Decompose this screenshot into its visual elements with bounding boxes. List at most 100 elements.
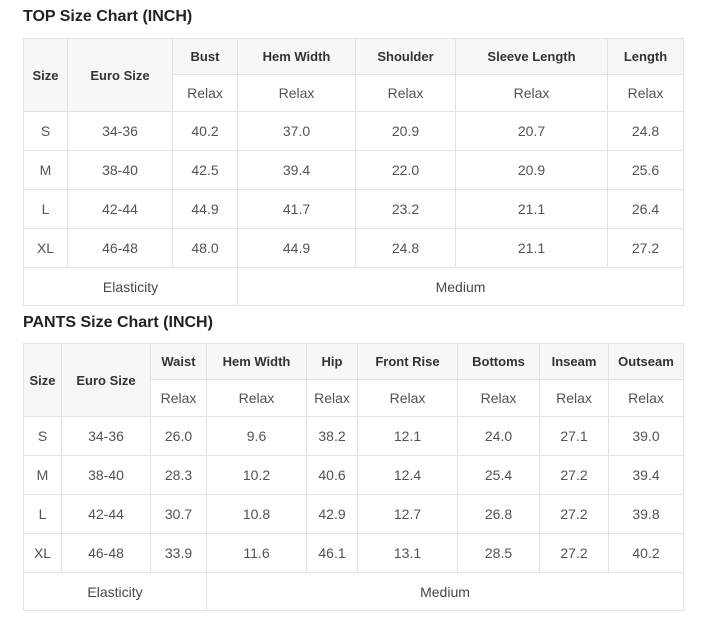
top-header-row: Size Euro Size Bust Hem Width Shoulder S… [23,38,684,112]
measurement-cell: 26.4 [607,189,684,229]
measurement-cell: 40.2 [172,111,238,151]
size-cell: M [23,150,68,190]
euro-size-cell: 46-48 [61,533,151,573]
fit-type-cell: Relax [206,379,307,417]
measurement-cell: 39.8 [608,494,684,534]
column-header-bust: Bust [172,38,238,75]
measurement-cell: 23.2 [355,189,456,229]
measurement-cell: 25.6 [607,150,684,190]
measurement-cell: 21.1 [455,189,608,229]
table-row: S 34-36 26.0 9.6 38.2 12.1 24.0 27.1 39.… [23,416,684,456]
measurement-cell: 27.2 [607,228,684,268]
measurement-cell: 20.7 [455,111,608,151]
measurement-cell: 27.1 [539,416,609,456]
measurement-cell: 24.8 [355,228,456,268]
column-header-hem-width: Hem Width [206,343,307,380]
measurement-cell: 44.9 [172,189,238,229]
measurement-cell: 10.8 [206,494,307,534]
size-cell: L [23,494,62,534]
measurement-cell: 27.2 [539,455,609,495]
table-row: XL 46-48 33.9 11.6 46.1 13.1 28.5 27.2 4… [23,533,684,573]
column-header-outseam: Outseam [608,343,684,380]
euro-size-cell: 34-36 [67,111,173,151]
column-header-bottoms: Bottoms [457,343,540,380]
euro-size-cell: 38-40 [67,150,173,190]
column-header-hip: Hip [306,343,358,380]
fit-type-cell: Relax [357,379,458,417]
euro-size-cell: 46-48 [67,228,173,268]
column-header-size: Size [23,343,62,417]
measurement-cell: 39.0 [608,416,684,456]
euro-size-cell: 42-44 [67,189,173,229]
measurement-cell: 40.2 [608,533,684,573]
measurement-cell: 12.4 [357,455,458,495]
column-header-hem-width: Hem Width [237,38,356,75]
fit-type-cell: Relax [539,379,609,417]
euro-size-cell: 38-40 [61,455,151,495]
elasticity-value: Medium [206,572,684,611]
column-header-shoulder: Shoulder [355,38,456,75]
top-chart-title: TOP Size Chart (INCH) [23,8,193,25]
measurement-cell: 42.5 [172,150,238,190]
size-cell: L [23,189,68,229]
fit-type-cell: Relax [150,379,207,417]
pants-chart-title: PANTS Size Chart (INCH) [23,314,213,331]
table-row: M 38-40 28.3 10.2 40.6 12.4 25.4 27.2 39… [23,455,684,495]
column-header-sleeve-length: Sleeve Length [455,38,608,75]
measurement-cell: 13.1 [357,533,458,573]
elasticity-row: Elasticity Medium [23,572,684,611]
pants-size-table: Size Euro Size Waist Hem Width Hip Front… [23,343,684,611]
size-cell: XL [23,228,68,268]
measurement-cell: 28.5 [457,533,540,573]
table-row: S 34-36 40.2 37.0 20.9 20.7 24.8 [23,111,684,151]
elasticity-label: Elasticity [23,572,207,611]
measurement-cell: 11.6 [206,533,307,573]
measurement-cell: 38.2 [306,416,358,456]
measurement-cell: 42.9 [306,494,358,534]
table-row: XL 46-48 48.0 44.9 24.8 21.1 27.2 [23,228,684,268]
column-header-waist: Waist [150,343,207,380]
measurement-cell: 21.1 [455,228,608,268]
measurement-cell: 24.8 [607,111,684,151]
table-row: M 38-40 42.5 39.4 22.0 20.9 25.6 [23,150,684,190]
size-cell: M [23,455,62,495]
column-header-inseam: Inseam [539,343,609,380]
measurement-cell: 41.7 [237,189,356,229]
size-cell: XL [23,533,62,573]
measurement-cell: 27.2 [539,533,609,573]
pants-header-row: Size Euro Size Waist Hem Width Hip Front… [23,343,684,417]
column-header-euro-size: Euro Size [61,343,151,417]
elasticity-label: Elasticity [23,267,238,306]
measurement-cell: 24.0 [457,416,540,456]
measurement-cell: 37.0 [237,111,356,151]
table-row: L 42-44 30.7 10.8 42.9 12.7 26.8 27.2 39… [23,494,684,534]
column-header-front-rise: Front Rise [357,343,458,380]
elasticity-row: Elasticity Medium [23,267,684,306]
measurement-cell: 12.7 [357,494,458,534]
measurement-cell: 40.6 [306,455,358,495]
measurement-cell: 26.8 [457,494,540,534]
euro-size-cell: 42-44 [61,494,151,534]
measurement-cell: 20.9 [455,150,608,190]
size-cell: S [23,416,62,456]
fit-type-cell: Relax [306,379,358,417]
measurement-cell: 27.2 [539,494,609,534]
fit-type-cell: Relax [607,74,684,112]
measurement-cell: 39.4 [608,455,684,495]
fit-type-cell: Relax [455,74,608,112]
pants-fit-row: Relax Relax Relax Relax Relax Relax Rela… [24,379,684,417]
fit-type-cell: Relax [172,74,238,112]
measurement-cell: 30.7 [150,494,207,534]
measurement-cell: 44.9 [237,228,356,268]
column-header-euro-size: Euro Size [67,38,173,112]
measurement-cell: 25.4 [457,455,540,495]
measurement-cell: 12.1 [357,416,458,456]
top-fit-row: Relax Relax Relax Relax Relax [24,74,684,112]
measurement-cell: 28.3 [150,455,207,495]
measurement-cell: 26.0 [150,416,207,456]
table-row: L 42-44 44.9 41.7 23.2 21.1 26.4 [23,189,684,229]
measurement-cell: 46.1 [306,533,358,573]
top-size-table: Size Euro Size Bust Hem Width Shoulder S… [23,38,684,306]
column-header-length: Length [607,38,684,75]
